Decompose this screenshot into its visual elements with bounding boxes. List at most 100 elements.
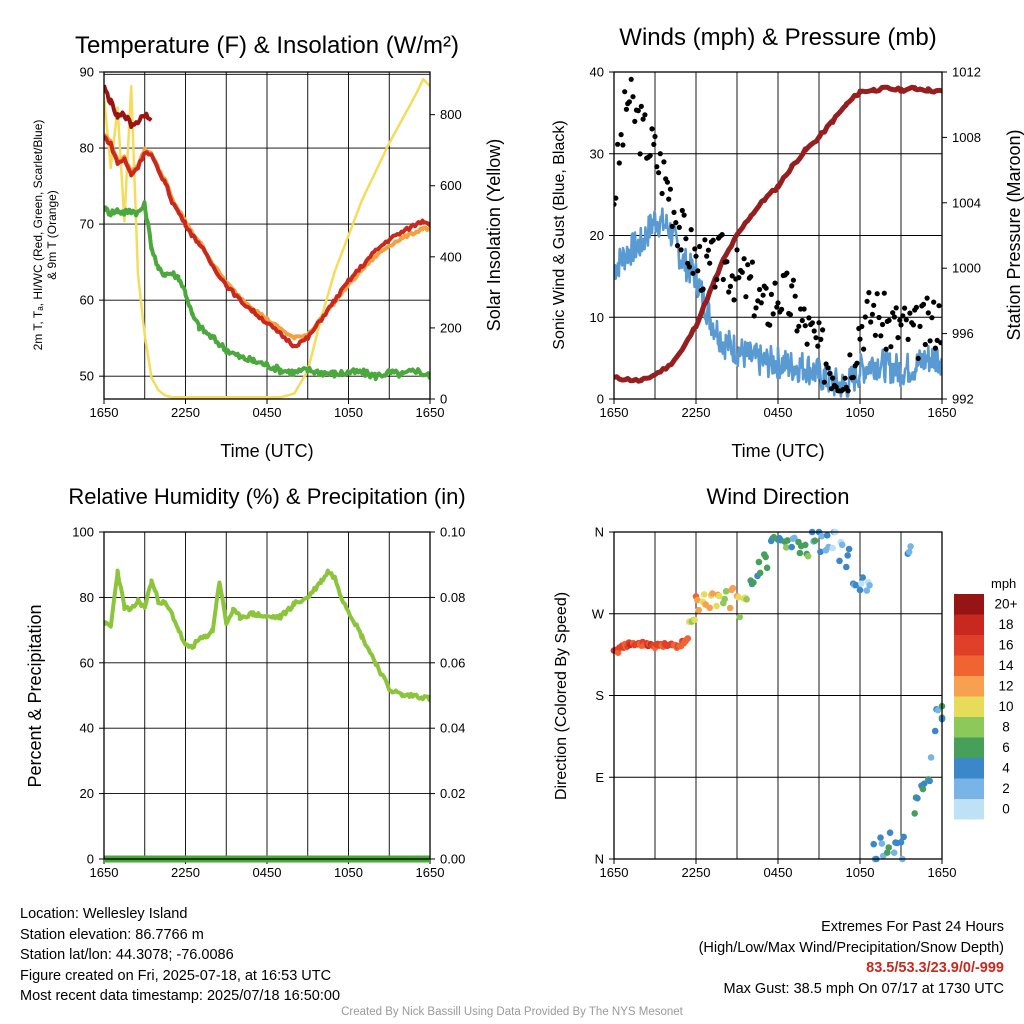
gust-point [820, 327, 826, 333]
gust-point [898, 322, 904, 328]
gust-point [640, 116, 646, 122]
direction-point [823, 532, 831, 539]
gust-point [736, 275, 742, 281]
gust-point [876, 314, 882, 321]
gust-point [871, 302, 877, 308]
direction-point [735, 594, 742, 601]
direction-point [802, 541, 809, 549]
gust-point [657, 151, 663, 157]
gust-point [656, 170, 662, 176]
station-info: Location: Wellesley Island Station eleva… [20, 904, 340, 1007]
gust-point [667, 186, 674, 192]
gust-point [806, 315, 812, 321]
y-tick-label: 60 [80, 293, 94, 308]
wind-ylabel-left: Sonic Wind & Gust (Blue, Black) [551, 120, 568, 349]
gust-point [924, 295, 930, 301]
legend-swatch [954, 655, 984, 676]
legend-swatch [954, 778, 984, 799]
gust-point [683, 236, 689, 242]
gust-point [804, 341, 810, 347]
direction-point [845, 545, 853, 553]
wind-frame [613, 71, 943, 400]
legend-label: 2 [1002, 781, 1010, 796]
direction-point [838, 541, 846, 549]
gust-point [927, 338, 933, 344]
x-tick-label: 1650 [600, 865, 629, 880]
gust-point [726, 289, 732, 295]
y-tick-label: W [592, 606, 605, 621]
wind-plot-area: 1650 2250 0450 1050 165001020304099299610001… [590, 65, 981, 421]
direction-point [691, 616, 698, 624]
dir-ylabel-left: Direction (Colored By Speed) [553, 592, 570, 800]
y-tick-label: 60 [80, 655, 94, 670]
figure-created: Figure created on Fri, 2025-07-18, at 16… [20, 967, 332, 984]
legend-label: 6 [1002, 740, 1010, 755]
temp-ylabel-left-line2: & 9m T (Orange) [45, 190, 59, 280]
gust-point [878, 333, 884, 339]
gust-point [674, 243, 681, 249]
series-line-2m-t [104, 134, 430, 349]
direction-point [843, 563, 850, 571]
temp-xlabel: Time (UTC) [220, 441, 313, 461]
y-tick-label: S [595, 688, 604, 703]
direction-point [884, 849, 891, 856]
gust-point [702, 237, 708, 243]
legend-swatch [954, 676, 984, 697]
y-tick-label: 100 [72, 525, 94, 540]
direction-point [931, 727, 939, 735]
gust-point [857, 336, 863, 342]
x-tick-label: 1650 [928, 865, 957, 880]
y2-tick-label: 1000 [952, 261, 981, 276]
gust-point [796, 323, 802, 329]
gust-point [862, 314, 868, 320]
y2-tick-label: 0.06 [440, 655, 465, 670]
y-tick-label: 0 [87, 852, 94, 867]
direction-point [878, 840, 886, 847]
gust-point [638, 103, 644, 109]
dir-frame [613, 531, 943, 860]
gust-point [874, 291, 880, 297]
direction-point [836, 557, 843, 565]
station-latlon: Station lat/lon: 44.3078; -76.0086 [20, 947, 234, 963]
gust-point [854, 360, 860, 366]
direction-point [706, 604, 713, 612]
legend-swatch [954, 594, 984, 615]
gust-point [929, 315, 935, 321]
direction-point [762, 553, 769, 561]
x-tick-label: 0450 [253, 405, 282, 420]
gust-point [673, 220, 679, 226]
series-line-dewpoint [104, 200, 430, 382]
gust-point [787, 312, 794, 318]
legend-label: 18 [998, 617, 1013, 632]
y-tick-label: 90 [80, 65, 94, 80]
gust-point [768, 291, 775, 297]
gust-point [881, 290, 887, 296]
direction-point [926, 777, 933, 785]
y-tick-label: 70 [80, 217, 94, 232]
x-tick-label: 0450 [764, 405, 793, 420]
humidity-panel: Relative Humidity (%) & Precipitation (i… [25, 484, 466, 880]
gust-point [714, 276, 720, 283]
gust-point [931, 299, 937, 305]
gust-point [827, 370, 833, 377]
gust-point [652, 133, 658, 140]
gust-point [731, 297, 737, 303]
gust-point [816, 320, 822, 326]
gust-point [920, 301, 927, 307]
recent-timestamp: Most recent data timestamp: 2025/07/18 1… [20, 988, 341, 1004]
direction-point [856, 586, 864, 594]
direction-point [911, 810, 918, 817]
gust-point [774, 304, 780, 310]
gust-point [679, 207, 685, 214]
direction-point [919, 785, 927, 793]
x-tick-label: 1650 [416, 865, 445, 880]
wind-series [614, 76, 942, 398]
y-tick-label: 20 [590, 228, 604, 243]
gust-point [811, 328, 817, 334]
gust-point [893, 305, 899, 311]
direction-point [897, 839, 905, 846]
direction-point [700, 591, 708, 598]
y2-tick-label: 800 [440, 107, 462, 122]
gust-point [642, 112, 648, 118]
gust-point [616, 160, 622, 166]
